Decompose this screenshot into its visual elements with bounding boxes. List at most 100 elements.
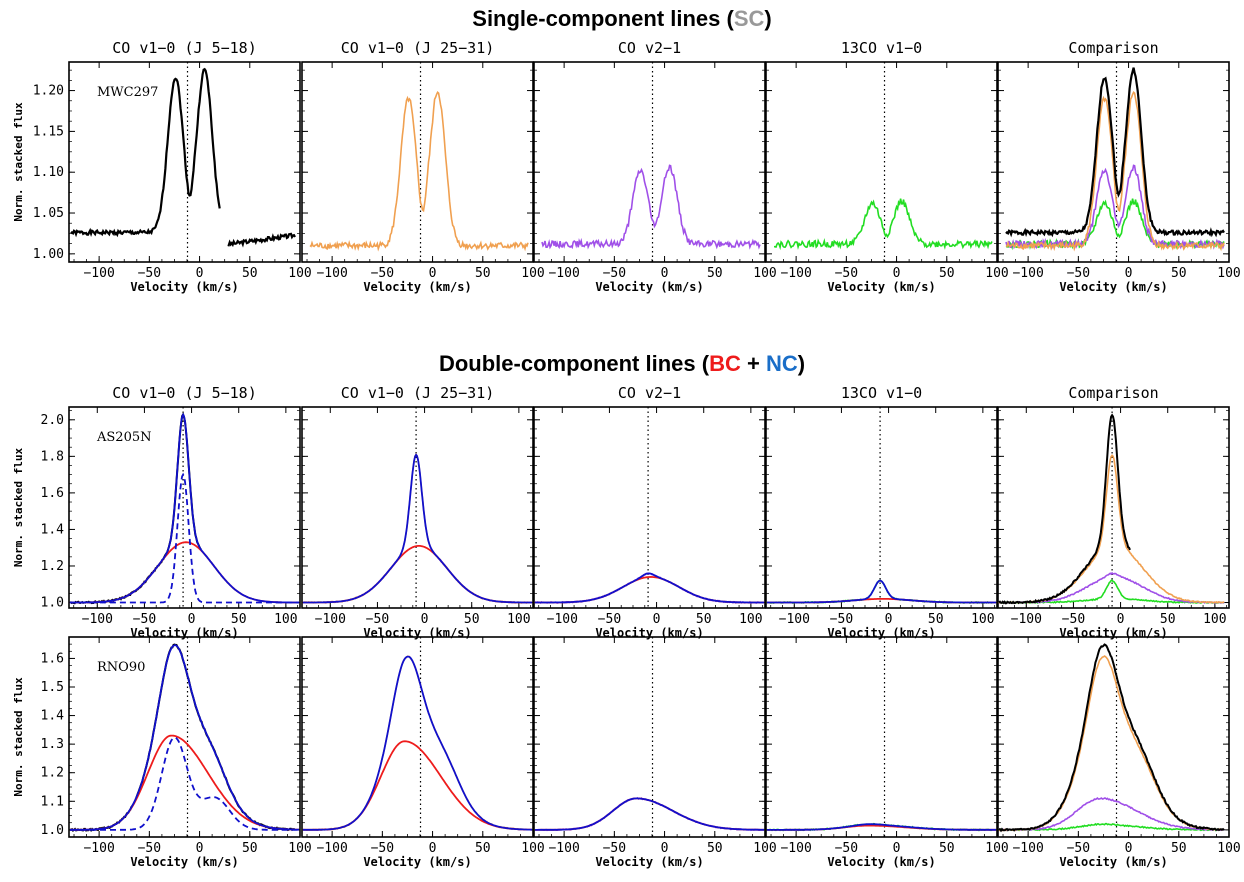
x-tick-label: 0 bbox=[1117, 612, 1125, 627]
y-tick-label: 1.2 bbox=[41, 766, 64, 781]
x-tick-label: 50 bbox=[1171, 266, 1187, 281]
x-tick-label: 100 bbox=[753, 266, 776, 281]
x-tick-label: −100 bbox=[779, 612, 810, 627]
x-tick-label: 100 bbox=[739, 612, 762, 627]
plot-frame bbox=[533, 61, 766, 263]
panel-r1-c5: Comparison −100 −50 0 50 100 Velocity (km/s) bbox=[997, 39, 1241, 294]
x-tick-label: 50 bbox=[1171, 841, 1187, 856]
x-tick-label: 50 bbox=[231, 612, 247, 627]
x-tick-label: −100 bbox=[315, 612, 346, 627]
section-title-single: Single-component lines (SC) bbox=[472, 6, 771, 31]
x-tick-label: 0 bbox=[661, 266, 669, 281]
x-tick-label: 100 bbox=[1217, 266, 1240, 281]
x-tick-label: −50 bbox=[133, 612, 156, 627]
series-group bbox=[998, 413, 1225, 605]
series-group bbox=[534, 796, 764, 832]
x-tick-label: −50 bbox=[1067, 266, 1090, 281]
column-title: CO v2−1 bbox=[618, 39, 681, 57]
x-tick-label: 100 bbox=[521, 841, 544, 856]
x-axis-label: Velocity (km/s) bbox=[130, 626, 238, 640]
broad-component-fit bbox=[534, 575, 765, 604]
x-tick-label: 0 bbox=[421, 612, 429, 627]
x-tick-label: 50 bbox=[696, 612, 712, 627]
panel-r2-c1: CO v1−0 (J 5−18) −100 −50 0 50 100 Velocity (k… bbox=[12, 384, 301, 640]
x-tick-label: 100 bbox=[1203, 612, 1226, 627]
x-tick-label: −50 bbox=[371, 266, 394, 281]
x-tick-label: −50 bbox=[1062, 612, 1085, 627]
spectrum-orange bbox=[302, 655, 528, 832]
x-tick-label: 100 bbox=[985, 266, 1008, 281]
panel-r3-c1: −100 −50 0 50 100 Velocity (km/s) 1.0 1.1 1.2 1.3… bbox=[12, 636, 312, 869]
plot-frame bbox=[765, 406, 998, 609]
x-tick-label: 100 bbox=[753, 841, 776, 856]
x-axis-label: Velocity (km/s) bbox=[595, 626, 703, 640]
broad-component-fit bbox=[69, 541, 300, 604]
x-axis-label: Velocity (km/s) bbox=[595, 280, 703, 294]
panel-r3-c3: −100 −50 0 50 100 Velocity (km/s) bbox=[533, 636, 777, 869]
plot-frame bbox=[533, 636, 766, 838]
spectrum-purple bbox=[541, 164, 761, 250]
broad-component-fit bbox=[535, 797, 764, 831]
panel-r1-c3: CO v2−1 −100 −50 0 50 100 Velocity (km/s) bbox=[533, 39, 777, 294]
x-tick-label: 0 bbox=[1125, 841, 1133, 856]
x-tick-label: −50 bbox=[603, 266, 626, 281]
total-fit bbox=[70, 644, 300, 831]
y-tick-label: 1.0 bbox=[41, 823, 64, 838]
plot-frame bbox=[301, 636, 534, 838]
spectrum-orange bbox=[1005, 90, 1225, 252]
x-axis-label: Velocity (km/s) bbox=[130, 855, 238, 869]
panel-r2-c4: 13CO v1−0 −100 −50 0 50 100 Velocity (km/s) bbox=[765, 384, 998, 640]
star-name: AS205N bbox=[96, 430, 151, 445]
series-group bbox=[998, 643, 1225, 833]
x-tick-label: 0 bbox=[196, 266, 204, 281]
spectrum-black bbox=[1005, 67, 1225, 238]
plot-frame bbox=[765, 61, 998, 263]
column-title: CO v2−1 bbox=[618, 384, 681, 402]
series-group bbox=[302, 655, 532, 832]
series-group bbox=[70, 67, 296, 248]
x-tick-label: −100 bbox=[83, 841, 114, 856]
x-tick-label: −100 bbox=[780, 841, 811, 856]
column-title: CO v1−0 (J 25−31) bbox=[341, 384, 495, 402]
x-tick-label: −100 bbox=[548, 266, 579, 281]
broad-component-fit bbox=[70, 734, 300, 831]
y-tick-label: 1.4 bbox=[41, 709, 65, 724]
spectrum-green bbox=[1006, 198, 1225, 251]
x-axis-label: Velocity (km/s) bbox=[827, 626, 935, 640]
column-title: 13CO v1−0 bbox=[841, 384, 922, 402]
column-title: 13CO v1−0 bbox=[841, 39, 922, 57]
panel-r3-c5: −100 −50 0 50 100 Velocity (km/s) bbox=[997, 636, 1241, 869]
plot-frame bbox=[533, 406, 766, 609]
x-tick-label: −100 bbox=[83, 266, 114, 281]
y-tick-label: 1.4 bbox=[41, 522, 65, 537]
x-axis-label: Velocity (km/s) bbox=[1059, 280, 1167, 294]
total-fit bbox=[302, 453, 533, 604]
x-tick-label: 50 bbox=[242, 266, 258, 281]
x-tick-label: 0 bbox=[429, 841, 437, 856]
x-tick-label: 100 bbox=[288, 841, 311, 856]
column-title: Comparison bbox=[1068, 384, 1158, 402]
total-fit bbox=[69, 412, 300, 604]
spectrum-green bbox=[774, 198, 993, 251]
x-tick-label: 100 bbox=[288, 266, 311, 281]
x-tick-label: 0 bbox=[893, 266, 901, 281]
total-fit bbox=[767, 823, 996, 831]
y-tick-label: 1.00 bbox=[33, 247, 64, 262]
spectrum-orange bbox=[309, 90, 529, 252]
x-tick-label: 50 bbox=[707, 841, 723, 856]
x-tick-label: −50 bbox=[835, 266, 858, 281]
x-tick-label: −100 bbox=[548, 841, 579, 856]
x-tick-label: 100 bbox=[521, 266, 544, 281]
x-tick-label: 100 bbox=[985, 841, 1008, 856]
panel-r2-c5: Comparison −100 −50 0 50 100 Velocity (km/s) bbox=[997, 384, 1230, 640]
x-tick-label: −50 bbox=[1067, 841, 1090, 856]
y-axis-label: Norm. stacked flux bbox=[12, 102, 25, 222]
y-tick-label: 1.6 bbox=[41, 486, 64, 501]
y-tick-label: 1.05 bbox=[33, 206, 64, 221]
panel-grid: CO v1−0 (J 5−18) −100 −50 0 50 100 Velocity (k… bbox=[12, 39, 1241, 869]
x-tick-label: −50 bbox=[598, 612, 621, 627]
x-tick-label: −100 bbox=[1012, 841, 1043, 856]
x-tick-label: 50 bbox=[475, 266, 491, 281]
x-tick-label: −100 bbox=[1011, 612, 1042, 627]
column-title: Comparison bbox=[1068, 39, 1158, 57]
